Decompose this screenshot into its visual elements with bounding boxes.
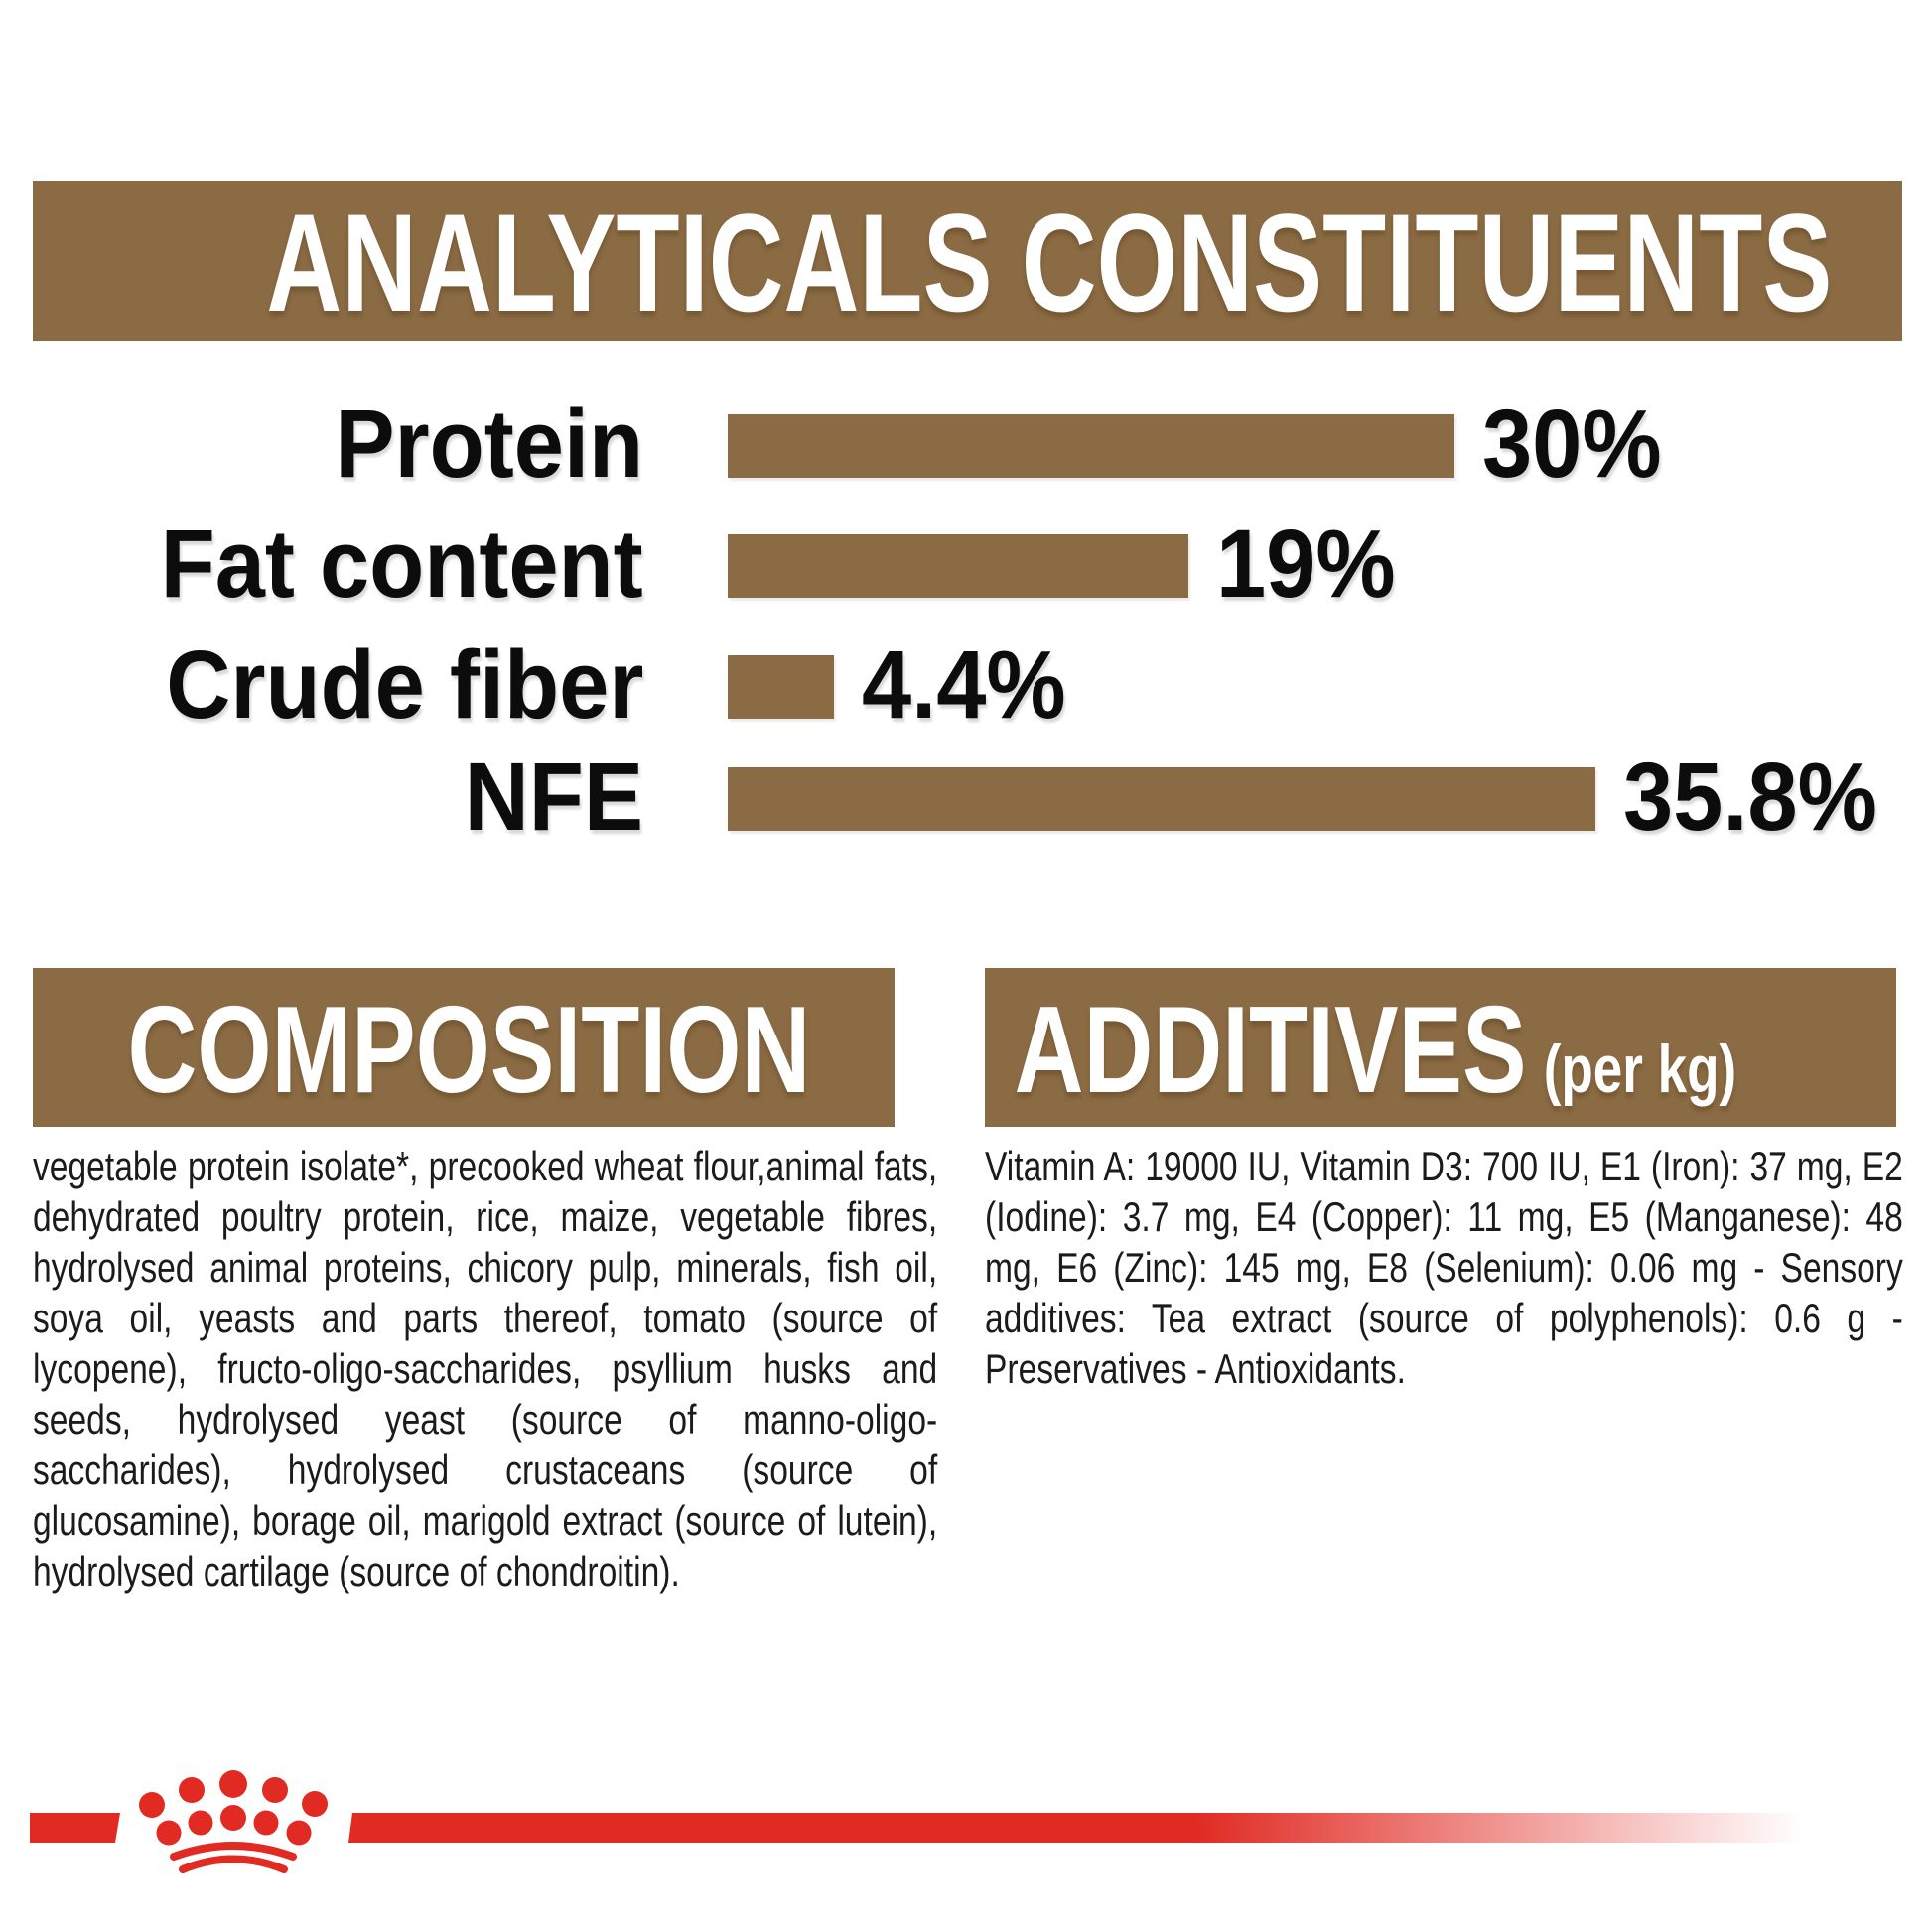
chart-category-label: Protein (335, 389, 643, 497)
analyticals-title: ANALYTICALS CONSTITUENTS (266, 185, 1833, 341)
chart-category-label: Fat content (160, 509, 643, 618)
crown-dot (139, 1792, 165, 1818)
crown-dot (179, 1777, 205, 1803)
chart-value-label: 19% (1216, 509, 1396, 618)
red-rule-right-segment (348, 1813, 1804, 1843)
composition-text: vegetable protein isolate*, precooked wh… (33, 1143, 938, 1594)
chart-value-label: 30% (1482, 389, 1662, 497)
crown-dot (219, 1770, 247, 1798)
chart-category-label: NFE (464, 743, 643, 851)
chart-row: Crude fiber 4.4% (0, 630, 1932, 739)
analyticals-banner: ANALYTICALS CONSTITUENTS (33, 181, 1902, 341)
chart-row: NFE 35.8% (0, 743, 1932, 851)
crown-dot (253, 1810, 279, 1836)
crown-dot (286, 1820, 312, 1846)
crown-arc-lower (179, 1855, 288, 1873)
additives-text: Vitamin A: 19000 IU, Vitamin D3: 700 IU,… (985, 1143, 1903, 1392)
crown-arc-upper (170, 1842, 297, 1861)
chart-row: Fat content 19% (0, 509, 1932, 618)
crown-dot (302, 1791, 328, 1817)
chart-row: Protein 30% (0, 389, 1932, 497)
additives-subtitle: (per kg) (1543, 1032, 1737, 1107)
chart-value-label: 35.8% (1623, 743, 1877, 851)
crown-dots (139, 1770, 328, 1846)
crown-dot (262, 1777, 288, 1803)
chart-value-label: 4.4% (862, 630, 1066, 739)
chart-bar (728, 414, 1454, 478)
crown-dot (220, 1805, 246, 1831)
composition-title: COMPOSITION (127, 982, 811, 1119)
composition-banner: COMPOSITION (33, 968, 895, 1127)
red-rule-left-segment (30, 1813, 120, 1843)
royal-canin-crown-logo (139, 1770, 328, 1873)
chart-bar (728, 767, 1595, 831)
crown-dot (188, 1810, 213, 1836)
additives-title: ADDITIVES (1014, 982, 1527, 1119)
chart-bar (728, 655, 834, 719)
additives-title-line: ADDITIVES (per kg) (985, 968, 1737, 1127)
crown-dot (156, 1820, 182, 1846)
chart-bar (728, 534, 1188, 598)
additives-banner: ADDITIVES (per kg) (985, 968, 1896, 1127)
chart-category-label: Crude fiber (165, 630, 643, 739)
